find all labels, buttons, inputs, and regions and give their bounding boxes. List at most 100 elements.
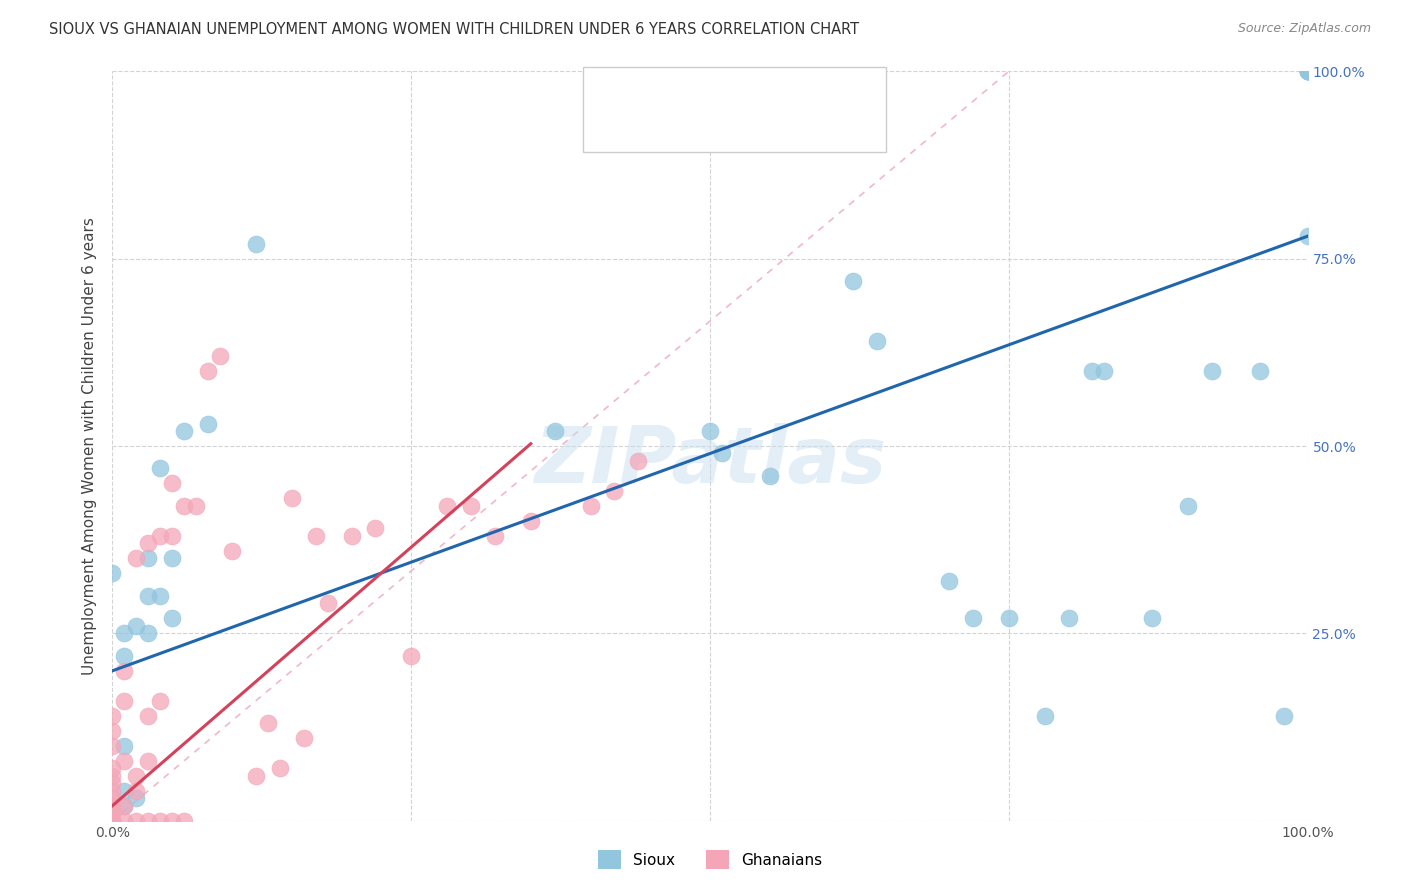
Point (149, 694, 172, 708)
Point (162, 476, 183, 491)
Point (114, 754, 135, 768)
Point (1057, 611, 1080, 625)
Point (138, 814, 160, 828)
Point (460, 499, 482, 513)
Point (101, 814, 124, 828)
Point (101, 798, 124, 813)
Point (938, 574, 960, 588)
Point (1296, 64, 1319, 78)
Point (101, 739, 124, 753)
Point (1296, 64, 1319, 78)
Point (842, 274, 865, 288)
Point (101, 806, 124, 821)
Point (866, 334, 889, 348)
Point (269, 761, 291, 775)
Point (520, 514, 543, 528)
Point (1296, 64, 1319, 78)
Point (962, 611, 984, 625)
Point (101, 776, 124, 790)
Point (603, 483, 626, 498)
Point (162, 814, 183, 828)
Point (125, 814, 148, 828)
Point (114, 814, 135, 828)
Point (138, 551, 160, 566)
Point (162, 551, 183, 566)
Point (173, 424, 195, 438)
Point (173, 814, 195, 828)
Text: SIOUX VS GHANAIAN UNEMPLOYMENT AMONG WOMEN WITH CHILDREN UNDER 6 YEARS CORRELATI: SIOUX VS GHANAIAN UNEMPLOYMENT AMONG WOM… (49, 22, 859, 37)
Point (1142, 611, 1164, 625)
Point (101, 723, 124, 738)
Point (281, 491, 304, 506)
Text: ZIPatlas: ZIPatlas (534, 423, 886, 499)
Point (101, 814, 124, 828)
Point (173, 499, 195, 513)
Point (125, 783, 148, 797)
Point (101, 814, 124, 828)
Point (1296, 64, 1319, 78)
Point (221, 544, 243, 558)
Point (364, 521, 387, 535)
Point (162, 611, 183, 625)
Point (138, 536, 160, 550)
Point (1296, 64, 1319, 78)
Point (149, 461, 172, 475)
Point (484, 529, 506, 543)
Point (114, 739, 135, 753)
Point (101, 791, 124, 805)
Point (759, 469, 782, 483)
Point (114, 648, 135, 663)
Point (101, 783, 124, 797)
Point (138, 754, 160, 768)
Point (998, 611, 1021, 625)
Point (1296, 229, 1319, 244)
Text: R =  0.482    N = 59: R = 0.482 N = 59 (627, 115, 841, 135)
Point (125, 769, 148, 783)
Point (114, 694, 135, 708)
Point (245, 769, 267, 783)
Point (401, 648, 423, 663)
Point (257, 716, 280, 731)
Point (138, 626, 160, 640)
Point (186, 499, 208, 513)
Point (1033, 708, 1056, 723)
Point (101, 566, 124, 581)
Point (101, 806, 124, 821)
Y-axis label: Unemployment Among Women with Children Under 6 years: Unemployment Among Women with Children U… (82, 217, 97, 675)
Point (125, 619, 148, 633)
Point (101, 769, 124, 783)
Point (125, 791, 148, 805)
Point (101, 708, 124, 723)
Point (305, 529, 328, 543)
Point (1201, 364, 1223, 378)
Point (543, 424, 565, 438)
Point (125, 551, 148, 566)
Point (699, 424, 721, 438)
Point (197, 364, 219, 378)
Point (316, 596, 339, 610)
Point (149, 814, 172, 828)
Point (1249, 364, 1271, 378)
Point (114, 664, 135, 678)
Point (138, 589, 160, 603)
Point (436, 499, 458, 513)
Point (114, 783, 135, 797)
Point (1296, 64, 1319, 78)
Point (101, 814, 124, 828)
Point (149, 589, 172, 603)
Point (101, 761, 124, 775)
Text: Source: ZipAtlas.com: Source: ZipAtlas.com (1237, 22, 1371, 36)
Point (162, 529, 183, 543)
Legend: Sioux, Ghanaians: Sioux, Ghanaians (591, 843, 830, 877)
Point (114, 626, 135, 640)
Point (101, 798, 124, 813)
Point (579, 499, 602, 513)
Point (340, 529, 363, 543)
Point (209, 349, 232, 363)
Point (101, 798, 124, 813)
Point (138, 708, 160, 723)
Point (292, 731, 315, 746)
Point (1177, 499, 1199, 513)
Point (114, 798, 135, 813)
Point (1094, 364, 1116, 378)
